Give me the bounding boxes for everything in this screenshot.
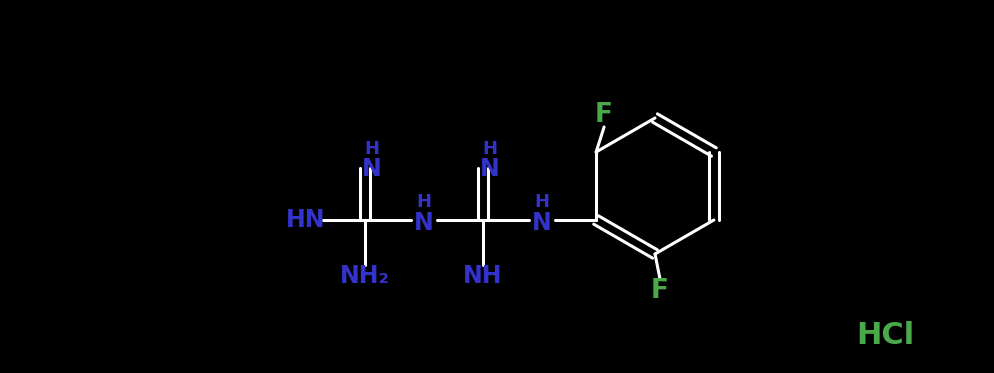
Text: H: H [364, 140, 379, 158]
Text: N: N [532, 211, 552, 235]
Text: F: F [594, 102, 612, 128]
Text: H: H [482, 140, 497, 158]
Text: H: H [534, 193, 549, 211]
Text: NH₂: NH₂ [340, 264, 390, 288]
Text: N: N [480, 157, 499, 181]
Text: F: F [650, 278, 668, 304]
Text: HN: HN [286, 208, 325, 232]
Text: NH: NH [463, 264, 502, 288]
Text: N: N [362, 157, 382, 181]
Text: N: N [414, 211, 433, 235]
Text: H: H [416, 193, 431, 211]
Text: HCl: HCl [855, 320, 913, 350]
